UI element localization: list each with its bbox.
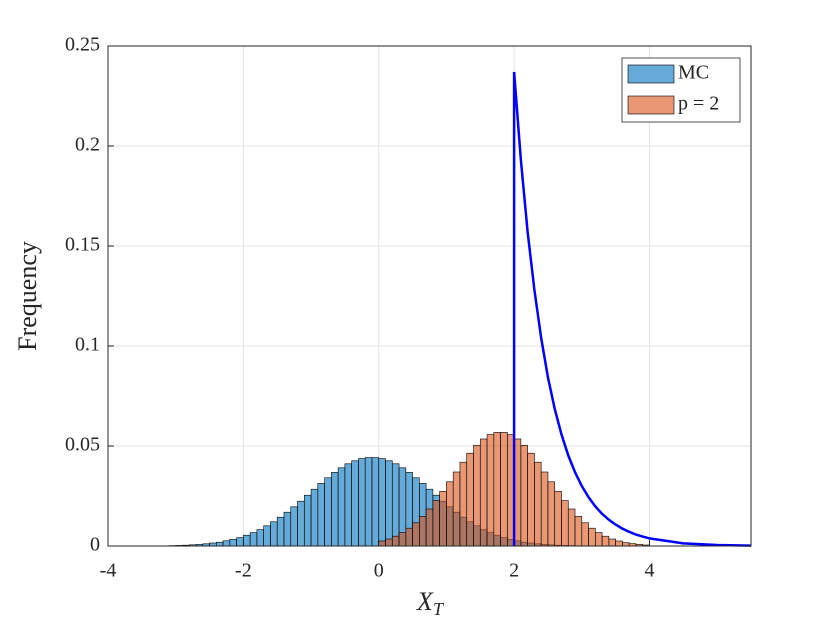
x-axis-label: XT (416, 587, 445, 619)
plot-area (108, 46, 751, 546)
histogram-bar (622, 542, 630, 547)
histogram-bar (581, 522, 589, 547)
y-tick-label: 0.2 (75, 134, 100, 156)
legend-swatch (627, 95, 675, 115)
histogram-bar (601, 535, 610, 547)
y-axis-label: Frequency (13, 241, 42, 351)
histogram-bar (391, 535, 400, 547)
legend-label: p = 2 (678, 93, 719, 115)
x-tick-label: -4 (100, 560, 117, 582)
histogram-bar (249, 532, 258, 547)
histogram-bar (398, 532, 407, 547)
histogram-bar (554, 491, 562, 547)
x-tick-label: 4 (644, 560, 654, 582)
histogram-bar (412, 522, 420, 547)
histogram-bar (500, 432, 508, 547)
histogram-bar (588, 527, 596, 547)
histogram-bar (574, 516, 583, 547)
histogram-bar (317, 483, 325, 547)
histogram-bar (473, 445, 481, 547)
histogram-bar (486, 434, 495, 547)
histogram-bar (595, 532, 603, 547)
histogram-bar (520, 445, 528, 547)
legend-swatch (627, 64, 675, 84)
x-tick-label: 2 (509, 560, 519, 582)
histogram-bar (615, 540, 623, 547)
histogram-bar (493, 432, 501, 547)
axes-box (107, 45, 752, 547)
histogram-bar (378, 540, 386, 547)
histogram-bar (527, 452, 535, 547)
y-tick-label: 0.1 (75, 334, 100, 356)
histogram-bar (378, 458, 386, 547)
histogram-bar (459, 461, 468, 547)
histogram-bar (283, 511, 292, 547)
histogram-bar (561, 500, 569, 547)
x-tick-label: -2 (235, 560, 252, 582)
histogram-bar (405, 527, 413, 547)
histogram-bar (290, 506, 298, 547)
histogram-bar (425, 508, 434, 547)
y-tick-label: 0.15 (65, 234, 100, 256)
histogram-bar (439, 491, 447, 547)
histogram-bar (236, 537, 244, 547)
histogram-bar (351, 460, 359, 547)
y-tick-label: 0 (90, 534, 100, 556)
histogram-bar (358, 458, 366, 547)
histogram-bar (215, 541, 224, 547)
histogram-bar (276, 516, 285, 547)
histogram-bar (324, 477, 332, 547)
histogram-bar (263, 525, 271, 547)
histogram-bar (270, 521, 278, 547)
histogram-bar (432, 500, 440, 547)
histogram-bar (303, 494, 312, 547)
histogram-bar (310, 488, 319, 547)
curve-line (512, 71, 752, 547)
histogram-bar (479, 438, 488, 547)
histogram-bar (385, 460, 393, 547)
histogram-bar (446, 481, 454, 547)
histogram-bar (385, 538, 393, 547)
histogram-bar (371, 457, 380, 547)
y-tick-label: 0.05 (65, 434, 100, 456)
legend: MC p = 2 (621, 57, 741, 123)
histogram-bar (337, 467, 346, 547)
legend-label: MC (678, 62, 709, 84)
y-tick-label: 0.25 (65, 34, 100, 56)
x-axis-label-main: X (416, 587, 434, 616)
histogram-bar (243, 534, 251, 547)
x-axis-label-sub: T (433, 599, 445, 619)
histogram-bar (419, 516, 427, 547)
histogram-bar (229, 539, 237, 547)
histogram-bar (608, 538, 616, 547)
histogram-bar (344, 463, 352, 547)
histogram-bar (256, 529, 264, 547)
histogram-bar (364, 457, 373, 547)
histogram-bar (297, 500, 305, 547)
histogram-bar (452, 471, 461, 547)
histogram-bar (547, 481, 556, 547)
histogram-bar (567, 508, 576, 547)
histogram-bar (534, 461, 542, 547)
histogram-bar (540, 471, 549, 547)
histogram-bar (391, 463, 400, 547)
x-tick-label: 0 (374, 560, 384, 582)
histogram-bar (466, 452, 474, 547)
histogram-bar (222, 540, 231, 547)
histogram-bar (331, 472, 339, 547)
